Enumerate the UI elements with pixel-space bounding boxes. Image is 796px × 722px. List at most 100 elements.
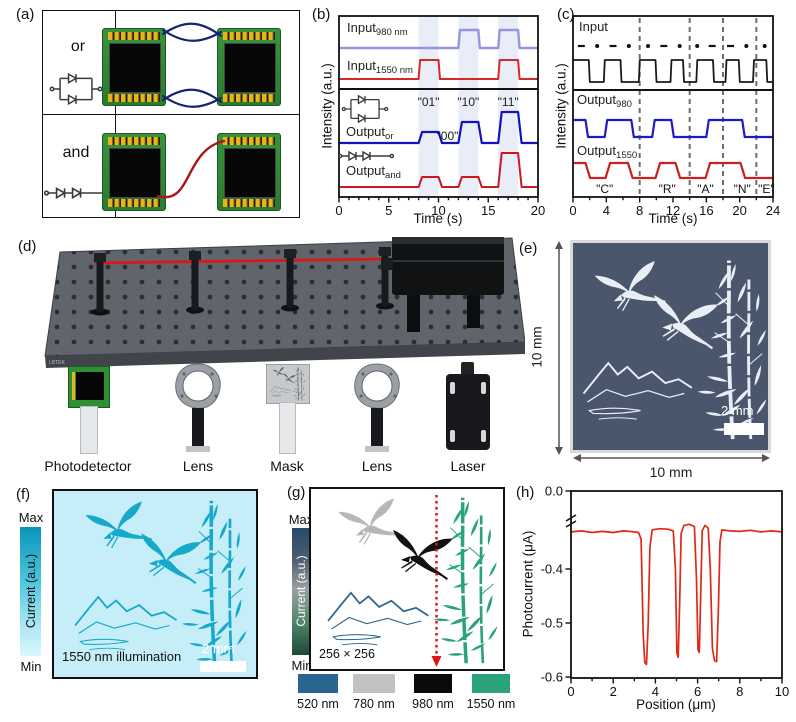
x-tick-label: 0 <box>569 203 576 218</box>
post <box>91 253 109 316</box>
or-gate-label: or <box>70 38 86 55</box>
post <box>281 249 299 312</box>
panel-a-label: (a) <box>16 6 35 23</box>
photodetector-die <box>76 372 104 400</box>
panel-b-label: (b) <box>312 6 331 23</box>
trace-label-main: Output <box>577 92 617 107</box>
trace-label-main: Output <box>346 163 386 178</box>
scan-arrow <box>431 495 442 667</box>
laser-assembly <box>381 237 504 332</box>
lens-icon <box>175 363 221 452</box>
trace-label-output-and: Outputand <box>346 163 401 181</box>
panel-c-ylabel: Intensity (a.u.) <box>553 63 569 149</box>
x-tick-label: 4 <box>603 203 610 218</box>
letter-annotation: "E" <box>758 182 775 196</box>
trace-output-980 <box>573 118 773 139</box>
x-tick-label: 15 <box>481 203 495 218</box>
chip-pads <box>108 94 160 102</box>
trace-output-or <box>339 110 538 145</box>
scalebar-label-e: 2 mm <box>721 403 754 418</box>
laser-screw-hole <box>481 382 486 394</box>
letter-annotation: "C" <box>596 182 613 196</box>
mask-post <box>279 402 296 454</box>
optical-table: LBTEK <box>44 237 525 368</box>
morse-dot <box>762 44 767 48</box>
trace-input- <box>573 59 773 83</box>
chip-wires <box>156 22 226 199</box>
photodetector-post <box>80 406 98 454</box>
panel-d-label: (d) <box>18 238 37 255</box>
legend-swatch-980 <box>414 674 452 693</box>
trace-label-main: Input <box>347 20 376 35</box>
colorbar-f-max: Max <box>18 510 44 525</box>
binary-annotation: "11" <box>498 95 519 109</box>
chip-die <box>224 148 276 198</box>
x-tick-label: 20 <box>732 203 746 218</box>
or-wires <box>161 22 223 108</box>
chip-pads <box>108 199 160 207</box>
colorbar-g-max: Max <box>288 512 314 527</box>
y-tick-label: -0.5 <box>541 616 563 631</box>
x-tick-label: 20 <box>531 203 545 218</box>
component-label-mask: Mask <box>270 458 304 474</box>
chip-die <box>109 43 161 93</box>
legend-label-780: 780 nm <box>353 697 395 711</box>
morse-dot <box>646 44 650 48</box>
component-label-lens1: Lens <box>182 458 214 474</box>
map-g-resolution: 256 × 256 <box>319 647 375 661</box>
panel-c-xlabel: Time (s) <box>648 211 698 226</box>
mask-photo-art <box>573 243 768 450</box>
component-label-laser: Laser <box>450 458 486 474</box>
trace-label-main: Input <box>347 58 376 73</box>
laser-screw-hole <box>450 430 455 442</box>
legend-label-520: 520 nm <box>297 697 339 711</box>
panel-b-chart: "01" "00" "10" "11" 0 5 10 15 20 <box>335 15 545 218</box>
and-wire <box>156 139 226 199</box>
trace-label-input980: Input980 nm <box>347 20 408 38</box>
legend-swatch-780 <box>353 674 395 693</box>
trace-label-output980: Output980 <box>577 92 632 110</box>
trace-input-1550 nm <box>339 59 538 80</box>
laser-screw-hole <box>450 382 455 394</box>
morse-dot <box>595 44 600 48</box>
panel-c-label: (c) <box>557 6 575 23</box>
colorbar-f <box>20 527 41 656</box>
letter-annotation: "A" <box>697 182 714 196</box>
board-brand-text: LBTEK <box>49 360 66 366</box>
map-f-caption: 1550 nm illumination <box>62 649 182 664</box>
panel-c-chart: "C" "R" "A" "N" "E" 0 4 8 12 16 20 24 <box>569 15 780 218</box>
trace-label-output-or: Outputor <box>346 124 393 142</box>
scalebar-e <box>724 423 764 435</box>
post <box>376 247 394 310</box>
panel-e-label: (e) <box>519 240 538 257</box>
photocurrent-map-1550: 1550 nm illumination 2 mm <box>52 489 258 679</box>
x-tick-label: 10 <box>775 684 789 699</box>
y-tick-label: -0.4 <box>541 562 563 577</box>
binary-annotation: "10" <box>457 95 479 109</box>
chip-die <box>109 148 161 198</box>
photocurrent-trace <box>570 523 783 666</box>
mask-pattern <box>267 365 307 401</box>
x-tick-label: 8 <box>736 684 743 699</box>
photodetector-pads <box>72 372 75 400</box>
x-tick-label: 2 <box>610 684 617 699</box>
trace-label-input1550: Input1550 nm <box>347 58 413 76</box>
binary-annotation: "00" <box>437 129 459 143</box>
scalebar-f <box>200 661 246 672</box>
chip-photo <box>217 133 281 211</box>
chip-photo <box>217 28 281 106</box>
trace-output-1550 <box>573 161 773 180</box>
panel-h-label: (h) <box>516 484 535 501</box>
colorbar-g-min: Min <box>291 658 313 673</box>
morse-dot <box>744 44 749 48</box>
legend-swatch-1550 <box>472 674 510 693</box>
trace-label-sub: and <box>385 170 401 181</box>
morse-dot <box>677 44 682 48</box>
lens-icon <box>354 363 400 452</box>
trace-label-main: Output <box>346 124 386 139</box>
legend-label-980: 980 nm <box>412 697 454 711</box>
laser-icon <box>446 374 490 450</box>
shaded-band <box>458 17 479 196</box>
morse-dot <box>626 44 631 48</box>
